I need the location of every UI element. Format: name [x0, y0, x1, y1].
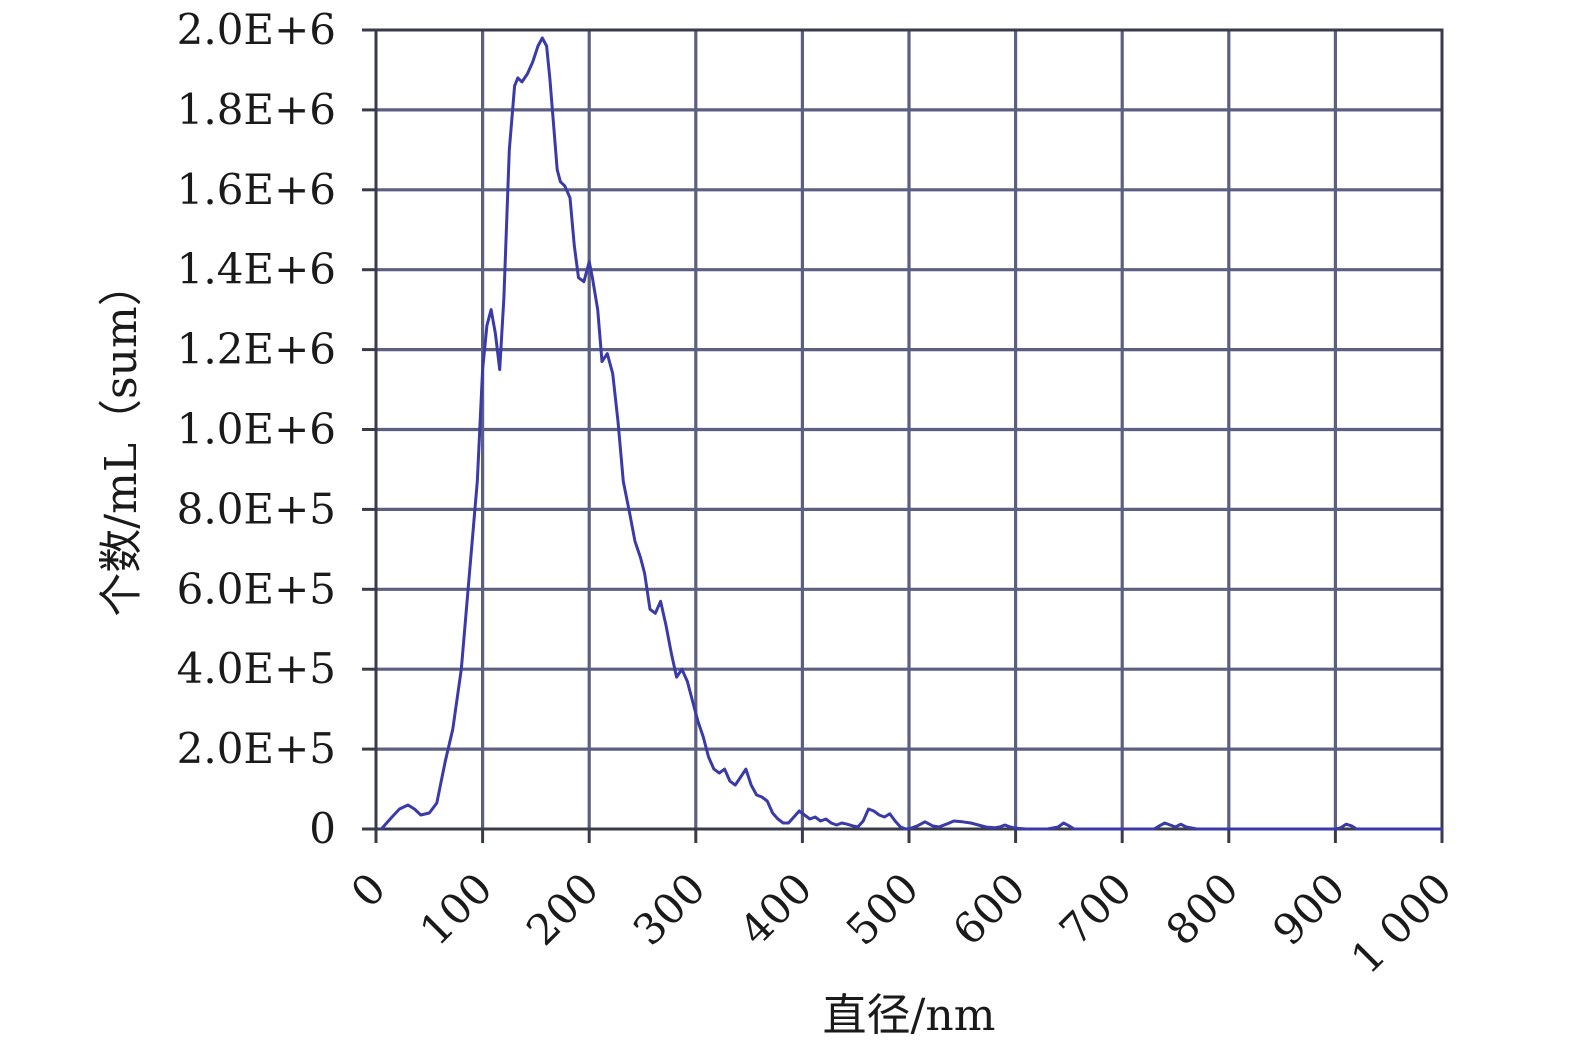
x-tick-label: 700 [1050, 863, 1141, 954]
x-tick-label: 400 [730, 863, 821, 954]
x-tick-label: 600 [943, 863, 1034, 954]
x-tick-label: 500 [837, 863, 928, 954]
x-tick-label: 800 [1157, 863, 1248, 954]
grid [376, 30, 1442, 829]
y-tick-label: 6.0E+5 [177, 564, 336, 613]
x-axis-title: 直径/nm [823, 990, 996, 1041]
y-tick-label: 1.8E+6 [177, 85, 336, 134]
y-tick-label: 1.6E+6 [177, 165, 336, 214]
y-tick-label: 2.0E+5 [177, 724, 336, 773]
x-tick-label: 300 [624, 863, 715, 954]
y-tick-label: 1.4E+6 [177, 245, 336, 294]
y-tick-label: 2.0E+6 [177, 5, 336, 54]
y-tick-label: 1.2E+6 [177, 325, 336, 374]
series-line [379, 36, 1444, 831]
y-tick-label: 4.0E+5 [177, 644, 336, 693]
y-tick-label: 1.0E+6 [177, 405, 336, 454]
y-tick-label: 8.0E+5 [177, 484, 336, 533]
y-tick-labels: 0 2.0E+5 4.0E+5 6.0E+5 8.0E+5 1.0E+6 1.2E+6 1.4… [177, 5, 336, 853]
x-tick-label: 900 [1263, 863, 1354, 954]
x-tick-label: 1 000 [1341, 863, 1461, 983]
y-axis-title: 个数/mL（sum） [96, 262, 147, 616]
y-tick-label: 0 [309, 804, 336, 853]
x-tick-label: 0 [342, 863, 396, 917]
axis-ticks [362, 28, 1444, 843]
x-tick-label: 100 [410, 863, 501, 954]
x-tick-label: 200 [517, 863, 608, 954]
